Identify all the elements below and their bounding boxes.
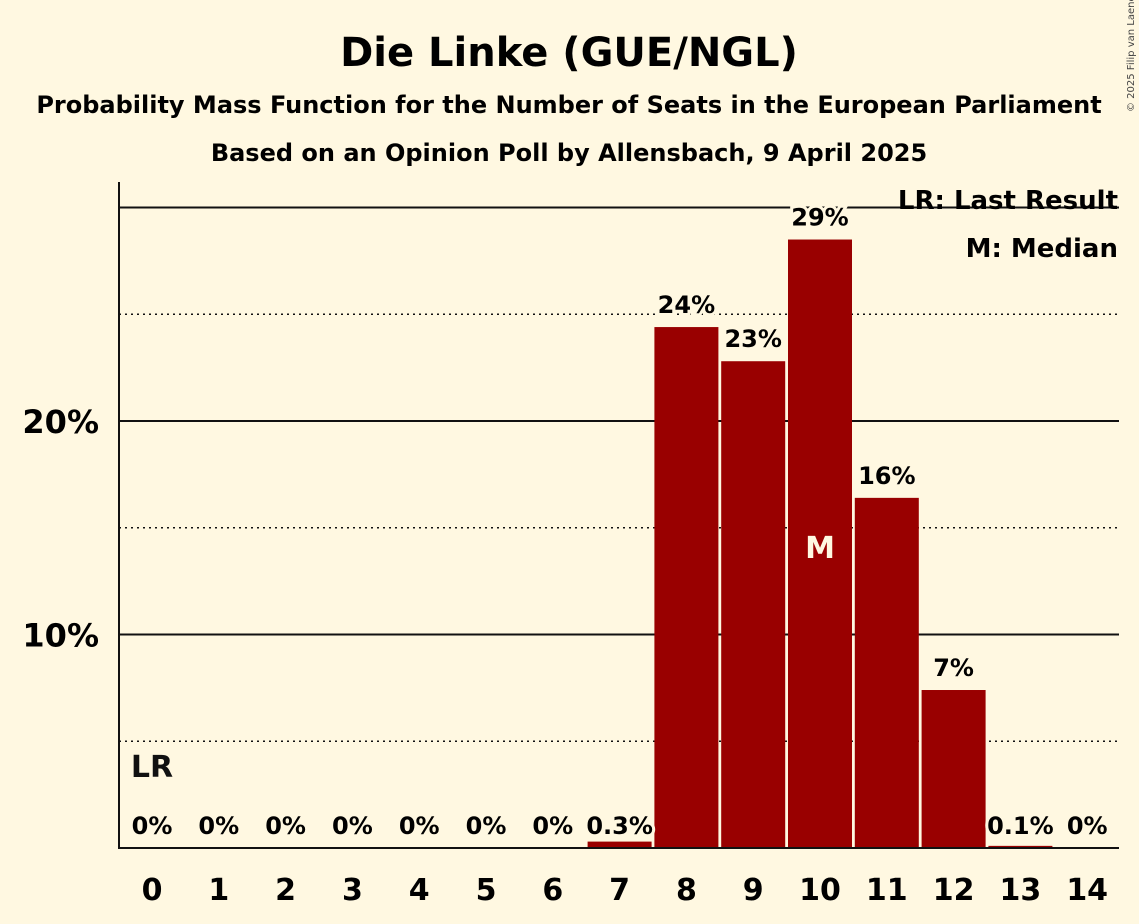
bar-seats-9: [721, 361, 786, 848]
bar-seats-11: [854, 497, 919, 848]
chart-subtitle: Probability Mass Function for the Number…: [36, 91, 1101, 119]
value-label-4: 0%: [399, 812, 440, 840]
x-tick-label-10: 10: [799, 873, 841, 908]
bar-seats-12: [921, 690, 986, 848]
gridlines: [119, 206, 1119, 743]
bar-series: [587, 239, 1053, 848]
x-tick-label-14: 14: [1066, 873, 1108, 908]
x-tick-label-1: 1: [208, 873, 229, 908]
x-tick-label-2: 2: [275, 873, 296, 908]
x-tick-label-12: 12: [933, 873, 975, 908]
chart-source: Based on an Opinion Poll by Allensbach, …: [211, 139, 927, 167]
bar-seats-10: [788, 239, 852, 848]
value-label-10: 29%: [791, 204, 848, 232]
chart-title: Die Linke (GUE/NGL): [340, 30, 798, 76]
bar-seats-7: [587, 841, 652, 848]
median-marker: M: [805, 531, 835, 566]
x-tick-label-6: 6: [542, 873, 563, 908]
result-markers: LR M: [128, 531, 835, 788]
value-label-12: 7%: [933, 654, 974, 682]
value-label-13: 0.1%: [987, 812, 1054, 840]
last-result-marker: LR: [131, 750, 173, 785]
bar-seats-8: [654, 327, 719, 848]
value-labels: 0% 0% 0% 0% 0% 0% 0% 0.3% 24% 23% 29% 16% 7% 0.1% 0%: [129, 201, 1111, 843]
y-tick-label: 20%: [22, 403, 99, 441]
x-tick-label-9: 9: [743, 873, 764, 908]
value-label-2: 0%: [265, 812, 306, 840]
value-label-3: 0%: [332, 812, 373, 840]
value-label-8: 24%: [658, 291, 715, 319]
value-label-14: 0%: [1067, 812, 1108, 840]
bar-seats-13: [988, 845, 1053, 848]
value-label-9: 23%: [724, 325, 781, 353]
value-label-6: 0%: [532, 812, 573, 840]
y-tick-label: 10%: [22, 617, 99, 655]
value-label-11: 16%: [858, 462, 915, 490]
copyright-notice: © 2025 Filip van Laenen: [1126, 0, 1137, 112]
x-tick-label-3: 3: [342, 873, 363, 908]
x-tick-label-7: 7: [609, 873, 630, 908]
x-tick-label-0: 0: [142, 873, 163, 908]
value-label-5: 0%: [466, 812, 507, 840]
x-tick-label-11: 11: [866, 873, 908, 908]
legend-last-result: LR: Last Result: [898, 186, 1118, 216]
x-tick-label-8: 8: [676, 873, 697, 908]
value-label-7: 0.3%: [586, 812, 653, 840]
x-tick-label-13: 13: [1000, 873, 1042, 908]
x-tick-label-5: 5: [476, 873, 497, 908]
value-label-0: 0%: [132, 812, 173, 840]
x-axis-ticks: 0 1 2 3 4 5 6 7 8 9 10 11 12 13 14: [142, 873, 1109, 908]
legend-median: M: Median: [966, 234, 1118, 264]
x-tick-label-4: 4: [409, 873, 430, 908]
value-label-1: 0%: [198, 812, 239, 840]
y-axis-ticks: 10% 20%: [22, 403, 99, 655]
